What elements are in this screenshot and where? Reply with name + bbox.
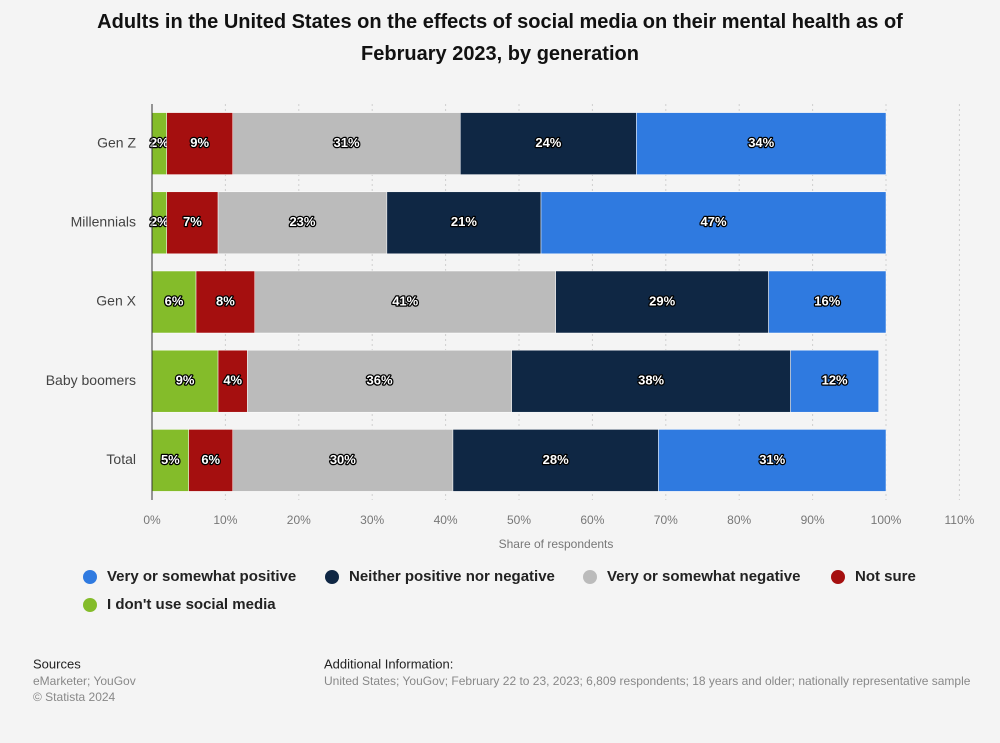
legend-label: Very or somewhat positive xyxy=(107,568,296,585)
x-tick-label: 90% xyxy=(801,513,825,527)
data-label: 36% xyxy=(367,373,393,388)
bar-segment xyxy=(232,429,454,492)
data-label: 34% xyxy=(748,135,774,150)
bar-segment xyxy=(166,191,219,255)
x-tick-label: 110% xyxy=(944,513,974,527)
x-tick-label: 40% xyxy=(434,513,458,527)
x-tick-label: 60% xyxy=(580,513,604,527)
legend-marker xyxy=(83,598,97,612)
data-label: 16% xyxy=(814,293,840,308)
bar-segment xyxy=(166,112,233,175)
legend-label: I don't use social media xyxy=(107,596,276,613)
data-label: 2% xyxy=(150,135,169,150)
x-tick-label: 80% xyxy=(727,513,751,527)
legend-marker xyxy=(325,570,339,584)
legend-label: Not sure xyxy=(855,568,916,585)
chart-title: Adults in the United States on the effec… xyxy=(97,11,903,65)
bar-segment xyxy=(636,112,887,175)
bar-segment xyxy=(232,112,461,175)
x-tick-label: 0% xyxy=(143,513,161,527)
y-tick-label: Gen X xyxy=(96,293,136,309)
legend-marker xyxy=(583,570,597,584)
legend-label: Neither positive nor negative xyxy=(349,568,555,585)
sources-label: Sources xyxy=(33,656,81,671)
bar-segment xyxy=(151,429,189,492)
data-label: 6% xyxy=(165,293,184,308)
data-label: 29% xyxy=(649,293,675,308)
x-tick-label: 10% xyxy=(213,513,237,527)
bar-segment xyxy=(254,270,556,334)
additional-info-label: Additional Information: xyxy=(324,656,453,671)
data-label: 4% xyxy=(223,373,242,388)
y-tick-label: Total xyxy=(106,451,136,467)
bar-segment xyxy=(511,349,791,413)
legend-label: Very or somewhat negative xyxy=(607,568,800,585)
y-tick-label: Gen Z xyxy=(97,134,136,150)
data-label: 12% xyxy=(822,373,848,388)
data-label: 9% xyxy=(176,373,195,388)
data-label: 23% xyxy=(289,214,315,229)
bar-segment xyxy=(217,349,248,413)
x-tick-label: 50% xyxy=(507,513,531,527)
data-label: 41% xyxy=(392,293,418,308)
bar-segment xyxy=(452,429,659,492)
bar-segment xyxy=(790,349,879,413)
data-label: 38% xyxy=(638,373,664,388)
data-label: 8% xyxy=(216,293,235,308)
data-label: 9% xyxy=(190,135,209,150)
bar-segment xyxy=(247,349,512,413)
bar-segment xyxy=(195,270,256,334)
data-label: 5% xyxy=(161,452,180,467)
x-tick-label: 20% xyxy=(287,513,311,527)
y-tick-label: Millennials xyxy=(71,214,136,230)
data-label: 24% xyxy=(535,135,561,150)
x-tick-label: 70% xyxy=(654,513,678,527)
bar-segment xyxy=(151,270,197,334)
copyright: © Statista 2024 xyxy=(33,690,116,704)
data-label: 2% xyxy=(150,214,169,229)
bar-segment xyxy=(658,429,887,492)
x-tick-label: 30% xyxy=(360,513,384,527)
x-tick-label: 100% xyxy=(871,513,902,527)
data-label: 7% xyxy=(183,214,202,229)
bar-segment xyxy=(768,270,887,334)
bar-segment xyxy=(555,270,769,334)
data-label: 31% xyxy=(333,135,359,150)
legend-marker xyxy=(831,570,845,584)
y-tick-label: Baby boomers xyxy=(46,372,136,388)
data-label: 30% xyxy=(330,452,356,467)
legend-marker xyxy=(83,570,97,584)
bar-segment xyxy=(460,112,637,175)
data-label: 6% xyxy=(201,452,220,467)
data-label: 21% xyxy=(451,214,477,229)
bar-segment xyxy=(217,191,388,255)
bar-segment xyxy=(540,191,887,255)
x-axis-label: Share of respondents xyxy=(499,537,614,551)
sources: eMarketer; YouGov xyxy=(33,674,136,688)
data-label: 47% xyxy=(700,214,726,229)
data-label: 28% xyxy=(543,452,569,467)
additional-info: United States; YouGov; February 22 to 23… xyxy=(324,674,971,688)
data-label: 31% xyxy=(759,452,785,467)
